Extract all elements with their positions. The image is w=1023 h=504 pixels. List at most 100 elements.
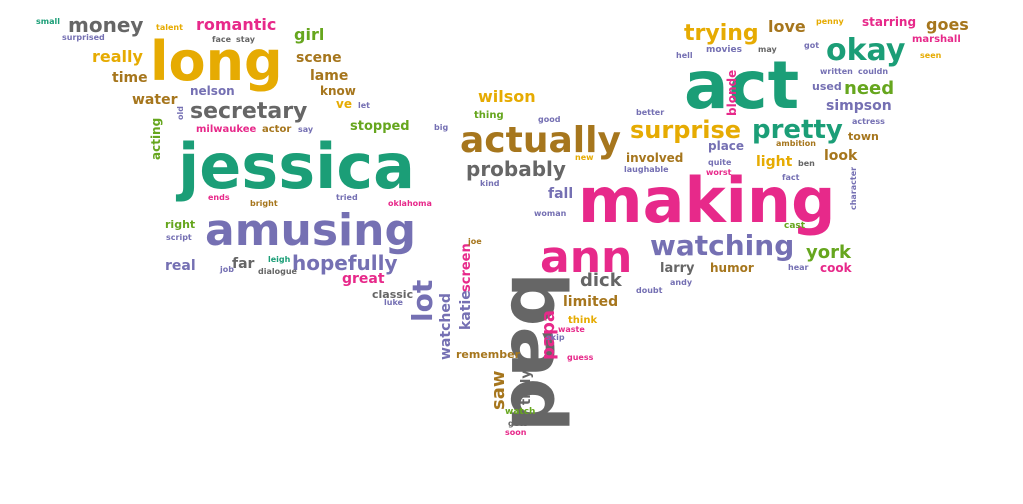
cloud-word-york: york <box>806 242 852 263</box>
cloud-word-far: far <box>232 256 255 272</box>
cloud-word-romantic: romantic <box>196 15 276 34</box>
cloud-word-ambition: ambition <box>776 139 816 148</box>
cloud-word-trying: trying <box>684 21 759 46</box>
cloud-word-bright: bright <box>250 199 278 208</box>
cloud-word-simpson: simpson <box>826 98 892 114</box>
cloud-word-andy: andy <box>670 278 693 287</box>
cloud-word-stay: stay <box>236 35 256 44</box>
cloud-word-quite: quite <box>708 158 732 167</box>
cloud-word-involved: involved <box>626 151 683 165</box>
cloud-word-papa: papa <box>538 310 559 360</box>
cloud-word-right: right <box>165 218 195 231</box>
cloud-word-cook: cook <box>820 261 853 275</box>
cloud-word-secretary: secretary <box>190 99 307 124</box>
cloud-word-stopped: stopped <box>350 119 410 134</box>
cloud-word-movies: movies <box>706 45 742 55</box>
cloud-word-got: got <box>804 41 819 50</box>
cloud-word-used: used <box>812 80 842 93</box>
cloud-word-may: may <box>758 45 777 54</box>
cloud-word-dick: dick <box>580 270 623 291</box>
cloud-word-bad: bad <box>494 272 583 432</box>
cloud-word-watching: watching <box>650 229 794 262</box>
cloud-word-marshall: marshall <box>912 34 961 45</box>
cloud-word-joe: joe <box>467 237 482 246</box>
cloud-word-remember: remember <box>456 348 521 361</box>
cloud-word-let: let <box>358 101 370 110</box>
cloud-word-nelson: nelson <box>190 84 235 98</box>
cloud-word-skip: skip <box>546 333 565 342</box>
cloud-word-time: time <box>112 70 148 86</box>
cloud-word-probably: probably <box>466 157 566 181</box>
cloud-word-watch: watch <box>505 407 535 417</box>
cloud-word-tried: tried <box>336 193 358 202</box>
cloud-word-act: act <box>684 47 799 124</box>
cloud-word-starring: starring <box>862 15 916 29</box>
cloud-word-humor: humor <box>710 261 754 275</box>
cloud-word-great: great <box>342 271 385 287</box>
cloud-word-cast: cast <box>784 221 806 231</box>
cloud-word-ann: ann <box>540 232 632 283</box>
cloud-word-oklahoma: oklahoma <box>388 199 432 208</box>
cloud-word-truly: truly <box>519 370 534 405</box>
cloud-word-making: making <box>578 164 835 237</box>
cloud-word-goes: goes <box>926 15 969 34</box>
cloud-word-fall: fall <box>548 186 573 202</box>
cloud-word-amusing: amusing <box>205 205 416 256</box>
cloud-word-jessica: jessica <box>175 130 415 203</box>
cloud-word-need: need <box>844 78 894 99</box>
cloud-word-old: old <box>176 106 185 120</box>
cloud-word-actor: actor <box>262 124 291 135</box>
cloud-word-blonde: blonde <box>725 70 739 116</box>
cloud-word-gets: gets <box>508 419 528 428</box>
cloud-word-acting: acting <box>149 118 163 160</box>
cloud-word-seen: seen <box>920 51 942 60</box>
cloud-word-look: look <box>824 148 858 164</box>
cloud-word-character: character <box>849 167 858 210</box>
cloud-word-screen: screen <box>459 243 474 292</box>
cloud-word-ben: ben <box>798 159 815 168</box>
cloud-word-waste: waste <box>558 325 585 334</box>
cloud-word-ve: ve <box>336 97 352 111</box>
cloud-word-surprise: surprise <box>630 116 741 144</box>
cloud-word-hell: hell <box>676 51 693 60</box>
cloud-word-better: better <box>636 108 664 117</box>
cloud-word-kind: kind <box>480 179 500 188</box>
cloud-word-laughable: laughable <box>624 165 669 174</box>
cloud-word-script: script <box>166 233 192 242</box>
cloud-word-hopefully: hopefully <box>292 251 398 275</box>
cloud-word-place: place <box>708 139 744 153</box>
cloud-word-woman: woman <box>534 209 567 218</box>
cloud-word-wilson: wilson <box>478 87 536 106</box>
cloud-word-girl: girl <box>294 25 324 44</box>
cloud-word-katie: katie <box>458 290 474 330</box>
cloud-word-dialogue: dialogue <box>258 267 298 276</box>
cloud-word-know: know <box>320 84 356 98</box>
cloud-word-worst: worst <box>706 168 732 177</box>
cloud-word-big: big <box>434 123 448 132</box>
cloud-word-real: real <box>165 258 196 274</box>
cloud-word-new: new <box>575 153 594 162</box>
cloud-word-okay: okay <box>826 33 906 68</box>
cloud-word-classic: classic <box>372 288 413 301</box>
cloud-word-light: light <box>756 154 793 170</box>
cloud-word-face: face <box>212 35 232 44</box>
cloud-word-limited: limited <box>563 294 618 310</box>
cloud-word-pretty: pretty <box>752 115 843 145</box>
cloud-word-town: town <box>848 130 879 143</box>
cloud-word-ends: ends <box>208 193 230 202</box>
cloud-word-guess: guess <box>567 353 594 362</box>
cloud-word-larry: larry <box>660 261 695 276</box>
cloud-word-long: long <box>150 30 283 93</box>
cloud-word-talent: talent <box>156 23 183 32</box>
cloud-word-fact: fact <box>782 173 800 182</box>
cloud-word-doubt: doubt <box>636 286 663 295</box>
cloud-word-money: money <box>68 13 143 37</box>
cloud-word-actress: actress <box>852 117 885 126</box>
cloud-word-luke: luke <box>384 298 404 307</box>
cloud-word-small: small <box>36 17 60 26</box>
cloud-word-leigh: leigh <box>268 255 291 264</box>
cloud-word-lame: lame <box>310 68 348 84</box>
cloud-word-love: love <box>768 17 806 36</box>
cloud-word-thing: thing <box>474 110 504 121</box>
